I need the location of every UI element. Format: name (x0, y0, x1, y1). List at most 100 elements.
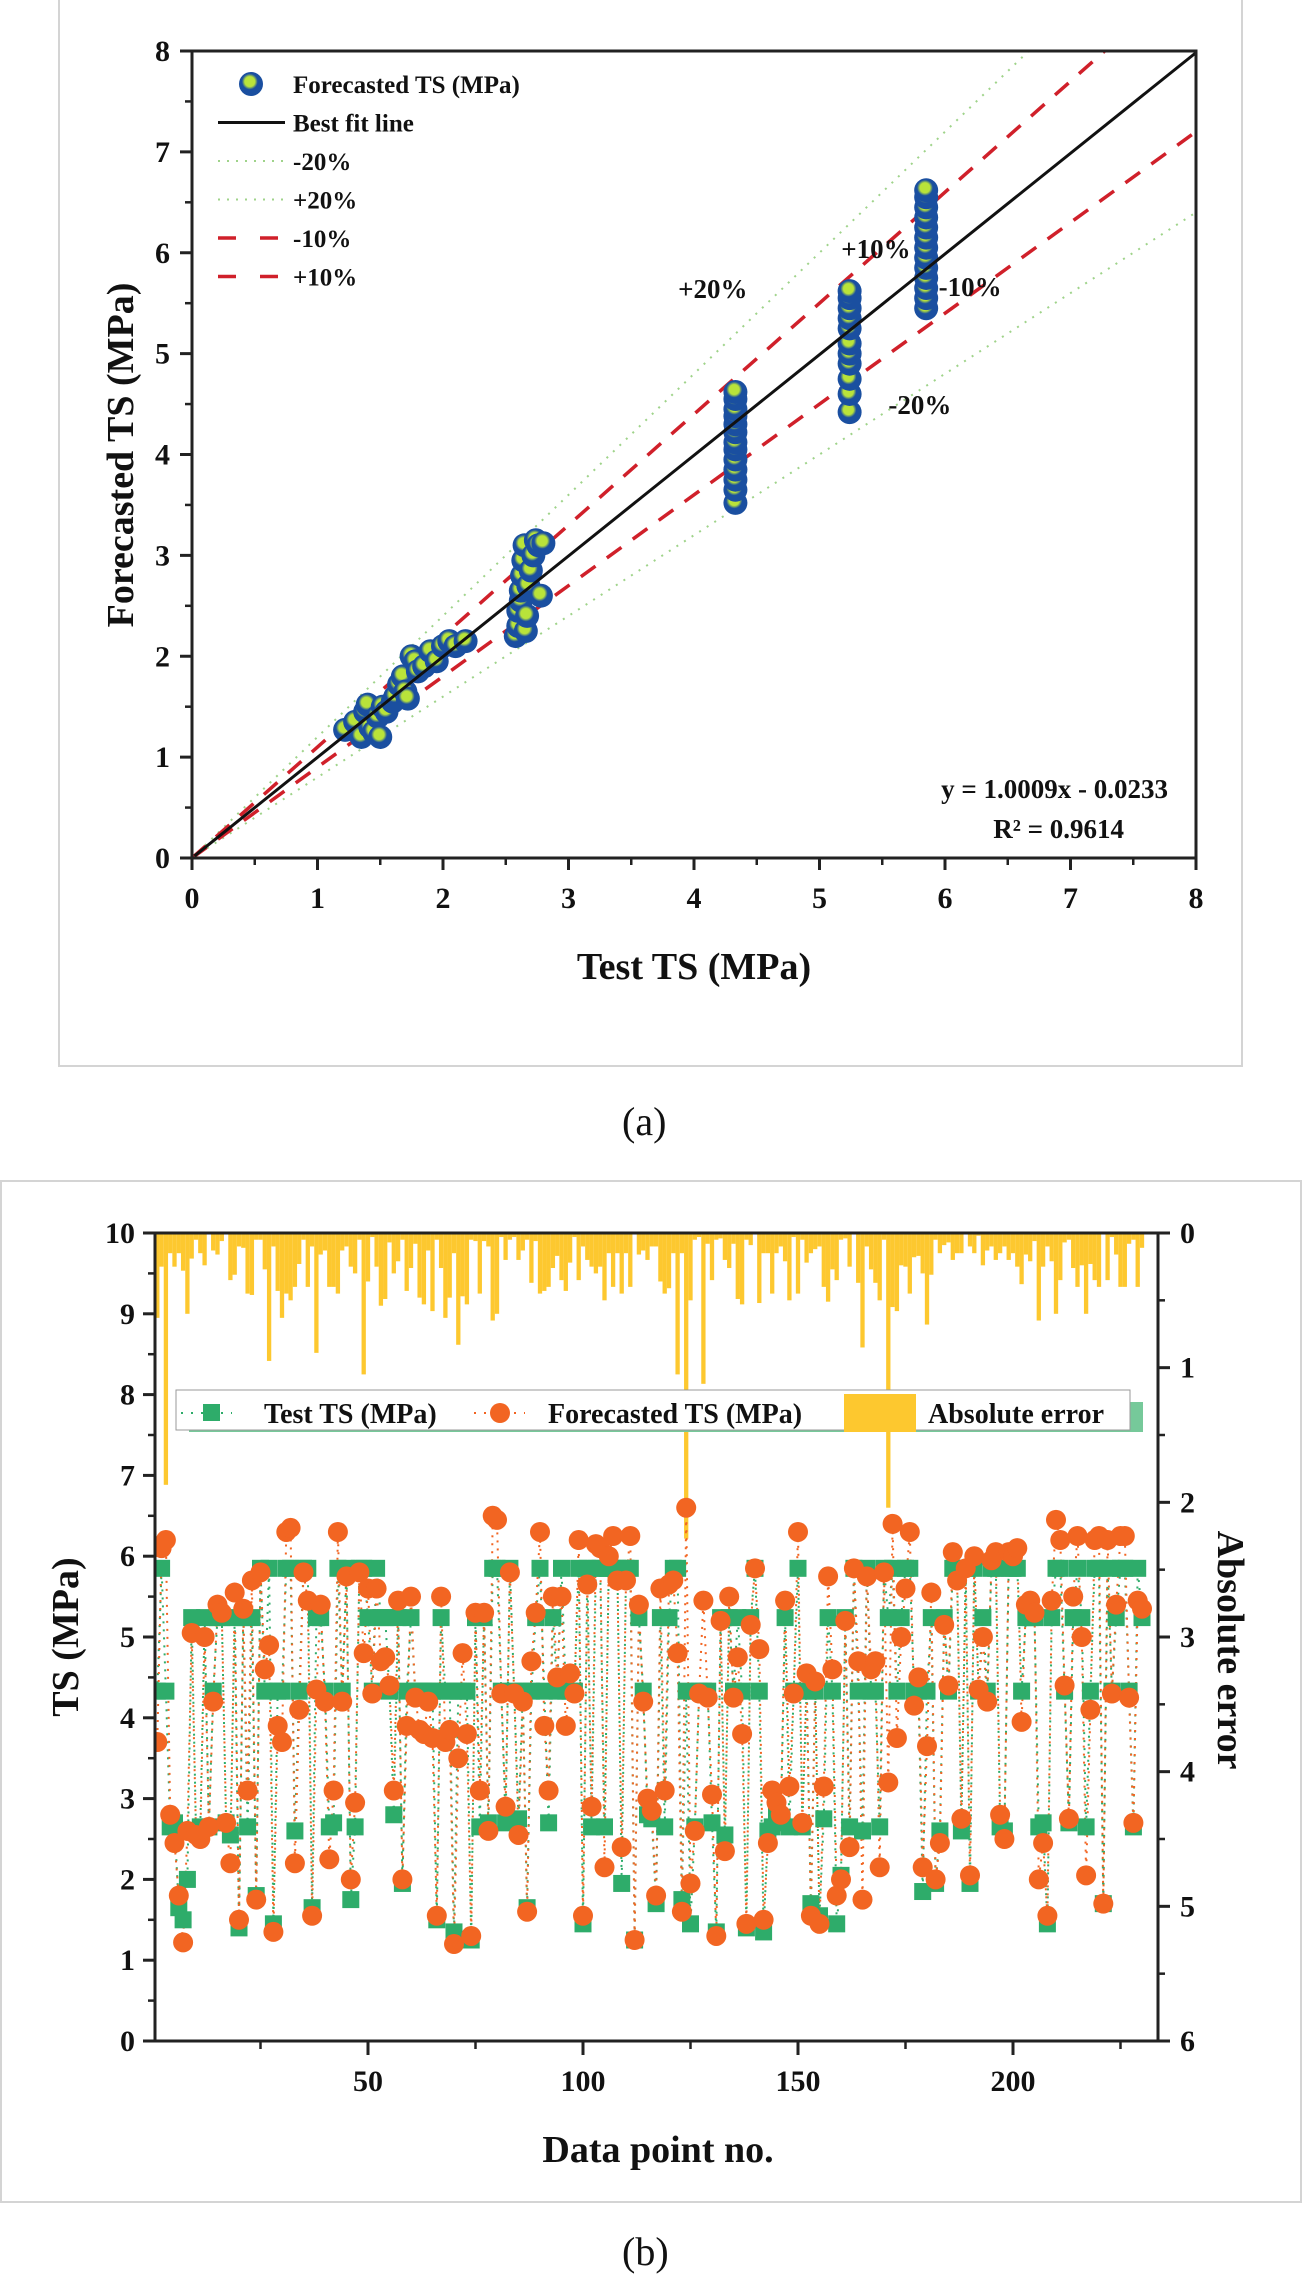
forecast-point (809, 1913, 830, 1934)
error-bar (593, 1233, 599, 1274)
error-bar (159, 1233, 164, 1267)
error-bar (258, 1233, 263, 1240)
forecast-point (1033, 1833, 1054, 1854)
chart-b-y2-axis-title: Absolute error (1209, 1531, 1251, 1770)
test-point (540, 1814, 558, 1832)
error-bar (305, 1233, 310, 1287)
error-bar (370, 1233, 375, 1238)
error-bar (469, 1233, 474, 1240)
forecast-point (727, 1647, 748, 1668)
legend-error-bar-icon (844, 1394, 916, 1432)
forecast-point (904, 1695, 925, 1716)
error-bar (748, 1233, 753, 1246)
error-bar (877, 1233, 882, 1301)
forecast-point (293, 1562, 314, 1583)
forecast-point (499, 1562, 520, 1583)
error-bar (714, 1233, 719, 1240)
legend-label: Forecasted TS (MPa) (548, 1399, 802, 1430)
band-annotation: +20% (678, 274, 747, 304)
test-point (359, 1609, 377, 1627)
test-point (974, 1609, 992, 1627)
forecast-point (740, 1614, 761, 1635)
error-bar (447, 1233, 452, 1298)
error-bar (985, 1233, 990, 1251)
band-annotation: +10% (841, 234, 910, 264)
test-point (789, 1559, 807, 1577)
error-bar (383, 1233, 388, 1299)
legend-label: +10% (293, 265, 357, 292)
y2-tick-label: 1 (1180, 1352, 1195, 1385)
error-bar (1049, 1233, 1054, 1262)
forecast-point (173, 1932, 194, 1953)
legend-test-square-icon (203, 1404, 220, 1421)
error-bar (318, 1233, 323, 1255)
forecast-point (1076, 1865, 1097, 1886)
test-point (888, 1682, 906, 1700)
y-tick-label: 4 (120, 1702, 135, 1735)
error-bar (722, 1233, 728, 1260)
forecast-point (581, 1796, 602, 1817)
forecast-point (564, 1683, 585, 1704)
y-tick-label: 2 (120, 1863, 135, 1896)
error-bar (1096, 1233, 1102, 1287)
test-point (1077, 1818, 1095, 1836)
error-bar (696, 1233, 702, 1238)
legend-label: -10% (293, 226, 351, 253)
error-bar (404, 1233, 409, 1291)
error-bar (168, 1233, 173, 1254)
test-point (866, 1682, 884, 1700)
forecast-point (168, 1885, 189, 1906)
error-bar (959, 1233, 964, 1254)
error-bar (705, 1233, 710, 1244)
error-bar (546, 1233, 551, 1287)
forecast-point (646, 1885, 667, 1906)
error-bar (795, 1233, 801, 1294)
error-bar (662, 1233, 667, 1294)
error-bar (155, 1233, 160, 1318)
y-tick-label: 7 (155, 136, 170, 169)
y2-tick-label: 5 (1180, 1890, 1195, 1923)
error-bar (1079, 1233, 1084, 1266)
chart-a-legend: Forecasted TS (MPa) Best fit line -20% +20%… (218, 72, 520, 292)
error-bar (378, 1233, 384, 1306)
error-bar (443, 1233, 448, 1318)
x-tick-label: 4 (687, 882, 702, 915)
test-point (432, 1609, 450, 1627)
forecast-point (456, 1723, 477, 1744)
forecast-point (229, 1909, 249, 1930)
test-point (1051, 1559, 1069, 1577)
scatter-point (368, 724, 393, 749)
error-bar (1135, 1233, 1140, 1287)
error-bar (770, 1233, 775, 1294)
error-bar (503, 1233, 508, 1260)
forecast-point (899, 1521, 920, 1542)
error-bar (890, 1233, 895, 1308)
error-bar (954, 1233, 960, 1254)
error-bar (1126, 1233, 1132, 1244)
error-bar (245, 1233, 250, 1294)
test-point (1099, 1559, 1117, 1577)
error-bar (421, 1233, 427, 1305)
error-bar (1066, 1233, 1072, 1240)
forecast-point (611, 1837, 632, 1858)
test-point (325, 1814, 343, 1832)
test-point (660, 1609, 678, 1627)
forecast-point (886, 1728, 907, 1748)
forecast-point (452, 1643, 473, 1664)
error-bar (804, 1233, 809, 1263)
test-point (879, 1609, 897, 1627)
forecast-point (495, 1796, 516, 1817)
test-point (531, 1559, 549, 1577)
forecast-point (259, 1635, 280, 1656)
error-bar (997, 1233, 1003, 1254)
forecast-point (1119, 1687, 1140, 1708)
error-bar (335, 1233, 341, 1294)
error-bar (950, 1233, 955, 1260)
scatter-point (528, 583, 553, 608)
forecast-point (1101, 1683, 1122, 1704)
forecast-point (254, 1659, 275, 1680)
error-bar (486, 1233, 491, 1247)
forecast-point (224, 1582, 245, 1603)
forecast-point (702, 1784, 722, 1805)
test-point (823, 1682, 841, 1700)
